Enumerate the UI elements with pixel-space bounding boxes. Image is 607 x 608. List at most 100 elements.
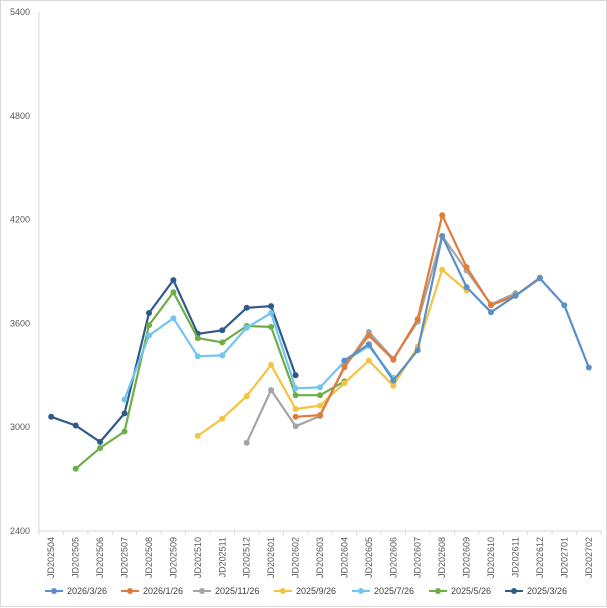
data-point bbox=[268, 361, 275, 368]
y-tick-label: 3000 bbox=[10, 422, 30, 432]
data-point bbox=[341, 357, 348, 364]
series-line bbox=[294, 214, 542, 418]
y-axis-ticks: 2400 3000 3600 4200 4800 5400 bbox=[10, 7, 30, 536]
legend-label: 2025/9/26 bbox=[296, 586, 336, 596]
data-point bbox=[292, 413, 299, 420]
data-point bbox=[463, 284, 470, 291]
data-point bbox=[194, 335, 201, 342]
x-tick-label: JD202607 bbox=[413, 537, 423, 578]
data-point bbox=[194, 353, 201, 360]
x-tick-label: JD202606 bbox=[388, 537, 398, 578]
data-point bbox=[292, 385, 299, 392]
legend-swatch-marker bbox=[280, 588, 286, 594]
legend: 2026/3/26 2026/1/26 2025/11/26 2025/9/26 202… bbox=[45, 586, 567, 596]
legend-label: 2026/1/26 bbox=[143, 586, 183, 596]
data-point bbox=[219, 415, 226, 422]
data-point bbox=[170, 277, 177, 284]
data-point bbox=[243, 304, 250, 311]
legend-item: 2025/3/26 bbox=[505, 586, 567, 596]
data-point bbox=[439, 233, 446, 239]
data-point bbox=[292, 423, 299, 430]
x-tick-label: JD202612 bbox=[535, 537, 545, 578]
data-point bbox=[365, 341, 372, 348]
data-point bbox=[170, 289, 177, 296]
legend-swatch-marker bbox=[51, 588, 57, 594]
x-tick-label: JD202701 bbox=[559, 537, 569, 578]
data-point bbox=[268, 323, 275, 330]
data-point bbox=[488, 309, 494, 316]
data-point bbox=[585, 364, 592, 371]
x-tick-label: JD202504 bbox=[46, 537, 56, 578]
data-point bbox=[121, 428, 128, 435]
data-point bbox=[439, 212, 446, 219]
x-tick-label: JD202610 bbox=[486, 537, 496, 578]
data-point bbox=[170, 315, 177, 322]
data-point bbox=[72, 465, 79, 472]
legend-label: 2025/5/26 bbox=[451, 586, 491, 596]
data-point bbox=[121, 410, 128, 417]
x-tick-label: JD202611 bbox=[510, 537, 520, 577]
data-point bbox=[146, 322, 152, 329]
legend-item: 2025/9/26 bbox=[274, 586, 336, 596]
y-tick-label: 3600 bbox=[10, 318, 30, 328]
data-point bbox=[317, 402, 323, 409]
series-line bbox=[74, 291, 346, 470]
data-point bbox=[219, 339, 226, 346]
data-point bbox=[463, 264, 470, 271]
x-tick-label: JD202512 bbox=[242, 537, 252, 578]
data-point bbox=[317, 384, 323, 391]
data-point bbox=[243, 393, 250, 400]
data-point bbox=[488, 302, 494, 309]
data-point bbox=[414, 347, 421, 354]
data-point bbox=[414, 316, 421, 323]
data-point bbox=[243, 324, 250, 331]
data-point bbox=[97, 445, 104, 451]
legend-swatch-marker bbox=[358, 588, 364, 594]
x-tick-label: JD202605 bbox=[364, 537, 374, 578]
data-point bbox=[390, 382, 397, 389]
legend-label: 2026/3/26 bbox=[67, 586, 107, 596]
data-point bbox=[341, 363, 348, 370]
data-point bbox=[48, 413, 55, 420]
legend-item: 2025/7/26 bbox=[352, 586, 414, 596]
legend-item: 2026/3/26 bbox=[45, 586, 107, 596]
legend-label: 2025/11/26 bbox=[215, 586, 259, 596]
x-tick-label: JD202604 bbox=[339, 537, 349, 578]
data-point bbox=[439, 266, 446, 273]
series-2025-7-26 bbox=[121, 310, 397, 403]
x-tick-label: JD202509 bbox=[168, 537, 178, 578]
data-point bbox=[121, 396, 128, 403]
axes bbox=[38, 12, 601, 532]
data-point bbox=[292, 406, 299, 412]
data-point bbox=[194, 432, 201, 439]
x-tick-label: JD202505 bbox=[71, 537, 81, 578]
data-point bbox=[365, 357, 372, 364]
x-tick-label: JD202510 bbox=[193, 537, 203, 578]
x-tick-label: JD202603 bbox=[315, 537, 325, 578]
series-2025-5-26 bbox=[72, 289, 348, 472]
y-tick-label: 2400 bbox=[10, 526, 30, 536]
legend-label: 2025/7/26 bbox=[374, 586, 414, 596]
series-line bbox=[343, 234, 590, 382]
x-tick-label: JD202506 bbox=[95, 537, 105, 578]
y-tick-label: 5400 bbox=[10, 7, 30, 17]
series-2026-3-26 bbox=[341, 233, 592, 384]
series-2025-11-26 bbox=[243, 233, 519, 446]
y-tick-label: 4200 bbox=[10, 215, 30, 225]
data-point bbox=[341, 380, 348, 387]
x-tick-label: JD202511 bbox=[217, 537, 227, 577]
x-tick-label: JD202602 bbox=[291, 537, 301, 578]
x-tick-label: JD202608 bbox=[437, 537, 447, 578]
data-point bbox=[317, 412, 323, 419]
series-2025-3-26 bbox=[48, 277, 299, 445]
data-point bbox=[243, 439, 250, 446]
series-lines bbox=[48, 212, 592, 472]
legend-swatch-marker bbox=[199, 588, 205, 594]
legend-item: 2025/5/26 bbox=[429, 586, 491, 596]
x-tick-label: JD202508 bbox=[144, 537, 154, 578]
x-tick-label: JD202601 bbox=[266, 537, 276, 578]
y-tick-label: 4800 bbox=[10, 111, 30, 121]
legend-label: 2025/3/26 bbox=[527, 586, 567, 596]
